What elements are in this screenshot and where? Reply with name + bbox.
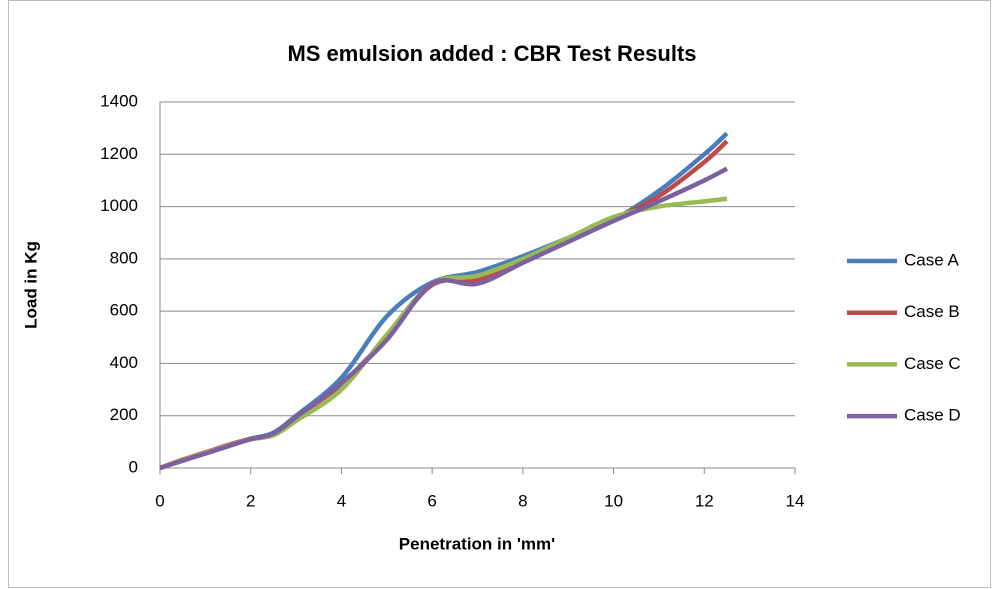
- y-tick-label: 800: [110, 248, 138, 267]
- y-tick-label: 200: [110, 405, 138, 424]
- y-tick-label: 0: [129, 457, 138, 476]
- series-line: [159, 139, 729, 471]
- y-tick-label: 400: [110, 353, 138, 372]
- x-tick-label: 8: [518, 491, 527, 510]
- y-tick-label: 600: [110, 301, 138, 320]
- legend-label: Case B: [904, 302, 960, 321]
- x-tick-label: 2: [246, 491, 255, 510]
- x-axis-label: Penetration in 'mm': [399, 534, 555, 553]
- chart-title: MS emulsion added : CBR Test Results: [287, 41, 696, 66]
- y-tick-label: 1400: [100, 91, 138, 110]
- series-line: [159, 196, 728, 471]
- y-tick-label: 1200: [100, 144, 138, 163]
- x-tick-label: 4: [337, 491, 346, 510]
- x-tick-label: 12: [695, 491, 714, 510]
- series-line: [159, 166, 729, 471]
- legend-label: Case A: [904, 250, 959, 269]
- x-tick-label: 6: [427, 491, 436, 510]
- x-tick-label: 0: [155, 491, 164, 510]
- series-line: [159, 131, 729, 471]
- x-tick-label: 10: [604, 491, 623, 510]
- chart-border: [8, 0, 991, 588]
- x-tick-label: 14: [786, 491, 805, 510]
- y-tick-label: 1000: [100, 196, 138, 215]
- legend-label: Case C: [904, 354, 961, 373]
- legend-label: Case D: [904, 406, 961, 425]
- y-axis-label: Load in Kg: [21, 241, 40, 329]
